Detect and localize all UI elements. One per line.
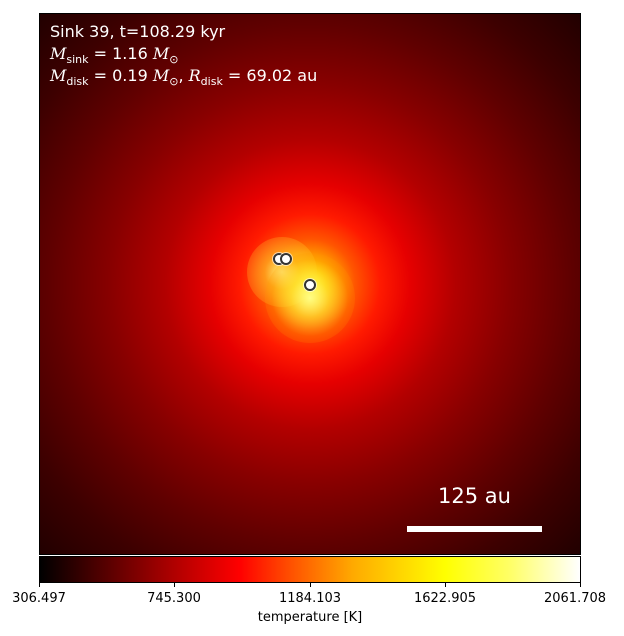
colorbar-tick — [310, 583, 311, 587]
colorbar-tick-label: 306.497 — [12, 591, 66, 606]
colorbar — [39, 556, 581, 583]
colorbar-tick-label: 745.300 — [147, 591, 201, 606]
scale-bar-label: 125 au — [438, 484, 511, 508]
colorbar-tick — [39, 583, 40, 587]
disk-properties-label: Mdisk = 0.19 M⊙, Rdisk = 69.02 au — [50, 66, 318, 89]
hot-spot-lower — [265, 253, 355, 343]
sink-mass-label: Msink = 1.16 M⊙ — [50, 44, 179, 67]
sink-particle-3 — [304, 279, 316, 291]
colorbar-tick-label: 1184.103 — [278, 591, 342, 606]
scale-bar — [407, 526, 542, 532]
sink-time-label: Sink 39, t=108.29 kyr — [50, 22, 226, 41]
colorbar-tick — [445, 583, 446, 587]
colorbar-tick-label: 2061.708 — [543, 591, 607, 606]
colorbar-label: temperature [K] — [257, 610, 363, 625]
colorbar-tick — [174, 583, 175, 587]
temperature-map: Sink 39, t=108.29 kyr Msink = 1.16 M⊙ Md… — [39, 13, 581, 555]
colorbar-tick-label: 1622.905 — [413, 591, 477, 606]
colorbar-tick — [580, 583, 581, 587]
sink-particle-2 — [280, 253, 292, 265]
